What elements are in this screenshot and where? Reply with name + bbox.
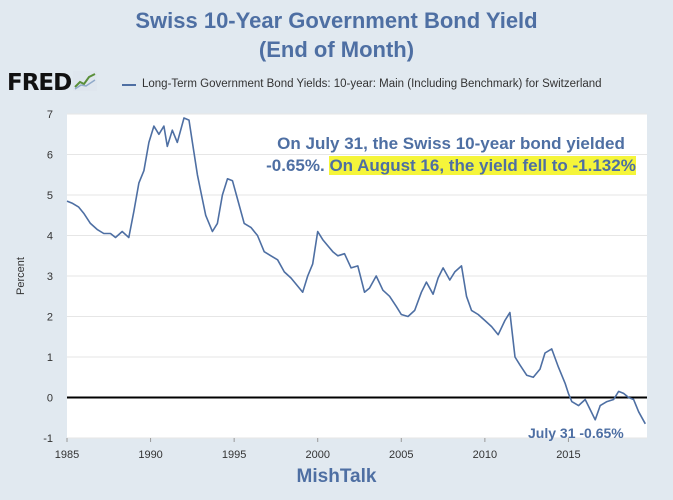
x-tick-label: 2000	[305, 449, 329, 461]
y-tick-label: 1	[47, 352, 53, 364]
legend-swatch	[122, 84, 136, 86]
chart-title-line1: Swiss 10-Year Government Bond Yield	[135, 8, 538, 33]
x-tick-label: 1985	[55, 449, 79, 461]
chart-legend: Long-Term Government Bond Yields: 10-yea…	[122, 77, 602, 92]
series-line	[66, 117, 646, 425]
annotation-highlight: On August 16, the yield fell to -1.132%	[329, 156, 636, 175]
chart-annotation: On July 31, the Swiss 10-year bond yield…	[262, 133, 640, 177]
x-tick-label: 2005	[389, 449, 413, 461]
chart-title-line2: (End of Month)	[258, 37, 415, 62]
y-axis-label: Percent	[15, 257, 27, 295]
y-tick-label: 7	[47, 109, 53, 121]
x-tick-label: 1990	[138, 449, 162, 461]
x-tick-label: 2015	[556, 449, 580, 461]
y-tick-label: 2	[47, 312, 53, 324]
chart-title: Swiss 10-Year Government Bond Yield (End…	[0, 6, 673, 64]
annotation-part1: On July 31, the Swiss 10-year bond yield…	[266, 134, 625, 175]
fred-logo-text: FRED	[7, 70, 72, 96]
y-tick-label: 3	[47, 271, 53, 283]
y-tick-label: 6	[47, 150, 53, 162]
y-tick-label: 4	[47, 231, 53, 243]
legend-label: Long-Term Government Bond Yields: 10-yea…	[142, 78, 602, 90]
end-value-label: July 31 -0.65%	[528, 425, 624, 441]
footer-brand: MishTalk	[296, 466, 377, 487]
y-tick-label: 5	[47, 190, 53, 202]
x-tick-label: 2010	[473, 449, 497, 461]
y-tick-label: -1	[43, 433, 53, 445]
x-tick-label: 1995	[222, 449, 246, 461]
fred-logo: FRED	[7, 70, 98, 96]
fred-chart-icon	[73, 70, 98, 96]
y-tick-label: 0	[47, 393, 53, 405]
